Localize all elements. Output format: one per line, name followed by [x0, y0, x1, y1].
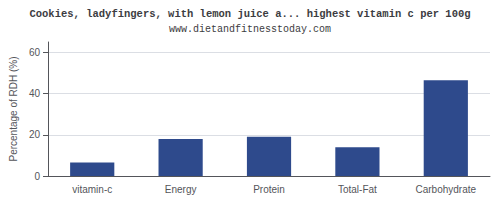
svg-text:Protein: Protein	[253, 184, 285, 195]
svg-text:vitamin-c: vitamin-c	[72, 184, 112, 195]
svg-text:0: 0	[34, 171, 40, 182]
svg-text:Total-Fat: Total-Fat	[338, 184, 377, 195]
svg-text:20: 20	[29, 129, 41, 140]
svg-text:40: 40	[29, 88, 41, 99]
svg-text:Percentage of RDH (%): Percentage of RDH (%)	[8, 56, 19, 161]
svg-text:60: 60	[29, 47, 41, 58]
svg-text:Carbohydrate: Carbohydrate	[416, 184, 477, 195]
svg-text:Energy: Energy	[165, 184, 197, 195]
svg-text:www.dietandfitnesstoday.com: www.dietandfitnesstoday.com	[169, 24, 331, 35]
svg-text:Cookies, ladyfingers, with lem: Cookies, ladyfingers, with lemon juice a…	[29, 8, 470, 20]
